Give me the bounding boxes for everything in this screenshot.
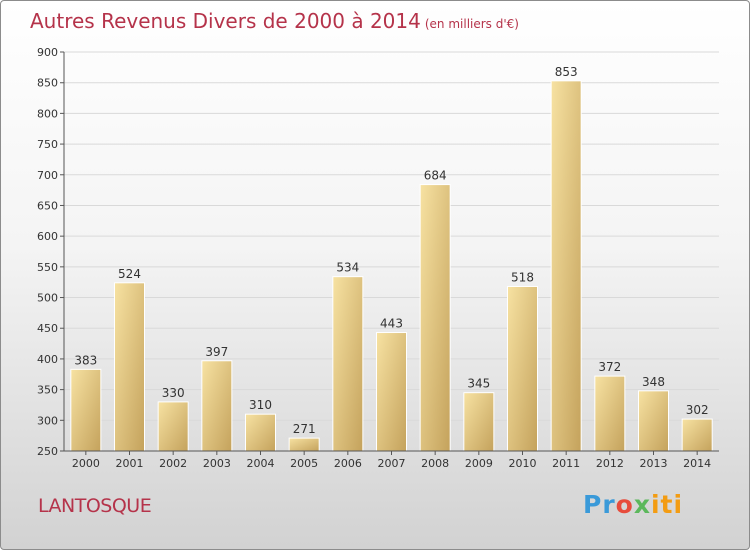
x-tick-label: 2014 (683, 457, 711, 470)
bar (376, 332, 407, 452)
bar (550, 80, 582, 452)
x-tick-label: 2013 (640, 457, 668, 470)
x-tick-label: 2006 (334, 457, 362, 470)
data-label: 397 (205, 345, 228, 359)
y-tick-label: 550 (37, 261, 58, 274)
data-label: 534 (336, 261, 359, 275)
y-tick-label: 900 (37, 46, 58, 59)
logo-part-4: iti (650, 490, 684, 519)
bar (332, 276, 364, 452)
y-tick-label: 400 (37, 353, 58, 366)
bar (463, 392, 495, 452)
bar (114, 282, 145, 452)
chart-title: Autres Revenus Divers de 2000 à 2014 (en … (30, 9, 519, 33)
x-tick-label: 2007 (378, 457, 406, 470)
bar (157, 401, 189, 452)
x-tick-label: 2005 (290, 457, 318, 470)
data-label: 383 (74, 353, 97, 367)
x-tick-label: 2001 (116, 457, 144, 470)
bar (638, 390, 669, 452)
proxiti-logo: Proxiti (583, 490, 683, 519)
data-label: 684 (424, 169, 447, 183)
data-label: 443 (380, 317, 403, 331)
bar (507, 285, 538, 452)
y-tick-label: 650 (37, 199, 58, 212)
bar (419, 184, 451, 452)
y-tick-label: 500 (37, 292, 58, 305)
data-label: 345 (467, 377, 490, 391)
x-axis-ticks: 2000 2001 2002 2003 2004 2005 2006 2007 2008 2009… (72, 451, 711, 470)
y-tick-label: 700 (37, 169, 58, 182)
data-label: 518 (511, 270, 534, 284)
y-tick-label: 800 (37, 107, 58, 120)
x-tick-label: 2008 (421, 457, 449, 470)
x-tick-label: 2000 (72, 457, 100, 470)
data-label: 271 (293, 422, 316, 436)
bar (288, 437, 320, 452)
y-tick-label: 450 (37, 322, 58, 335)
data-label: 302 (686, 403, 709, 417)
data-label: 330 (162, 386, 185, 400)
x-tick-label: 2003 (203, 457, 231, 470)
y-tick-label: 600 (37, 230, 58, 243)
y-tick-label: 750 (37, 138, 58, 151)
logo-part-2: o (615, 490, 634, 519)
x-tick-label: 2010 (509, 457, 537, 470)
data-labels: 383 524 330 397 310 271 534 443 684 345 518 853 372 3… (74, 65, 708, 436)
data-label: 524 (118, 267, 141, 281)
place-name: LANTOSQUE (38, 495, 152, 517)
bar (201, 360, 233, 452)
data-label: 310 (249, 398, 272, 412)
y-axis-ticks: 250 300 350 400 450 500 550 600 650 700 750 800 850 9… (37, 46, 64, 458)
logo-part-1: Pr (583, 490, 616, 519)
chart-subtitle: (en milliers d'€) (424, 17, 519, 31)
x-tick-label: 2012 (596, 457, 624, 470)
bar-series (70, 80, 713, 452)
y-tick-label: 250 (37, 445, 58, 458)
bar (594, 375, 626, 452)
logo-part-3: x (633, 490, 651, 519)
y-tick-label: 850 (37, 77, 58, 90)
bar (245, 413, 276, 452)
data-label: 372 (598, 360, 621, 374)
x-tick-label: 2002 (159, 457, 187, 470)
y-tick-label: 300 (37, 414, 58, 427)
data-label: 853 (555, 65, 578, 79)
chart-title-text: Autres Revenus Divers de 2000 à 2014 (30, 9, 421, 33)
x-tick-label: 2011 (552, 457, 580, 470)
bar (70, 368, 102, 452)
x-tick-label: 2004 (247, 457, 275, 470)
x-tick-label: 2009 (465, 457, 493, 470)
y-tick-label: 350 (37, 384, 58, 397)
data-label: 348 (642, 375, 665, 389)
bar (681, 418, 713, 452)
